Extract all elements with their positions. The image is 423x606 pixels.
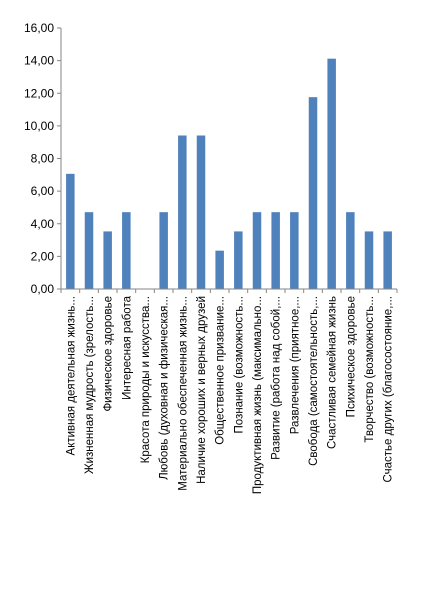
x-tick-label: Творчество (возможность... bbox=[364, 296, 376, 443]
bar bbox=[308, 97, 318, 289]
bar bbox=[290, 212, 299, 289]
y-tick-label: 6,00 bbox=[31, 184, 55, 198]
y-axis: 0,00 2,00 4,00 6,00 8,00 10,00 12,00 14,00 16,00 bbox=[24, 21, 62, 296]
bar bbox=[196, 135, 206, 289]
x-tick-label: Продуктивная жизнь (максимально... bbox=[252, 296, 264, 494]
bar bbox=[346, 212, 355, 289]
bar bbox=[178, 135, 187, 289]
bar bbox=[66, 173, 75, 289]
bar bbox=[122, 212, 131, 289]
x-tick-label: Красота природы и искусства... bbox=[140, 296, 152, 463]
x-tick-label: Счастливая семейная жизнь bbox=[327, 296, 339, 449]
bar bbox=[215, 250, 224, 289]
x-axis: Активная деятельная жизнь... Жизненная му… bbox=[60, 288, 398, 494]
y-tick-label: 2,00 bbox=[31, 249, 55, 263]
x-tick-label: Развитие (работа над собой,... bbox=[271, 296, 283, 460]
x-tick-label: Счастье других (благосостояние,... bbox=[383, 296, 395, 483]
bar bbox=[159, 212, 168, 289]
bar bbox=[84, 212, 94, 289]
x-tick-label: Развлечения (приятное,... bbox=[289, 296, 301, 434]
x-tick-label: Жизненная мудрость (зрелость... bbox=[84, 296, 96, 474]
x-tick-label: Наличие хороших и верных друзей bbox=[196, 296, 208, 484]
y-tick-label: 0,00 bbox=[31, 282, 55, 296]
bar bbox=[383, 231, 392, 289]
bar bbox=[252, 212, 262, 289]
bars-group bbox=[66, 58, 392, 290]
bar bbox=[234, 231, 243, 289]
x-tick-label: Активная деятельная жизнь... bbox=[65, 296, 77, 455]
x-tick-label: Любовь (духовная и физическая... bbox=[159, 296, 171, 480]
x-tick-label: Материально обеспеченная жизнь... bbox=[177, 296, 189, 491]
y-tick-label: 16,00 bbox=[24, 21, 54, 35]
x-tick-label: Психическое здоровье bbox=[345, 296, 357, 417]
bar bbox=[364, 231, 374, 289]
y-tick-label: 4,00 bbox=[31, 217, 55, 231]
x-tick-label: Познание (возможность... bbox=[233, 296, 245, 433]
bar bbox=[327, 58, 336, 290]
x-tick-label: Физическое здоровье bbox=[103, 296, 115, 412]
bar bbox=[103, 231, 112, 289]
y-tick-label: 12,00 bbox=[24, 86, 54, 100]
x-tick-label: Свобода (самостоятельность,... bbox=[308, 296, 320, 466]
bar bbox=[271, 212, 280, 289]
x-tick-label: Общественное призвание... bbox=[215, 296, 227, 445]
x-tick-label: Интересная работа bbox=[121, 295, 133, 400]
y-tick-label: 8,00 bbox=[31, 152, 55, 166]
y-tick-label: 14,00 bbox=[24, 54, 54, 68]
y-tick-label: 10,00 bbox=[24, 119, 54, 133]
